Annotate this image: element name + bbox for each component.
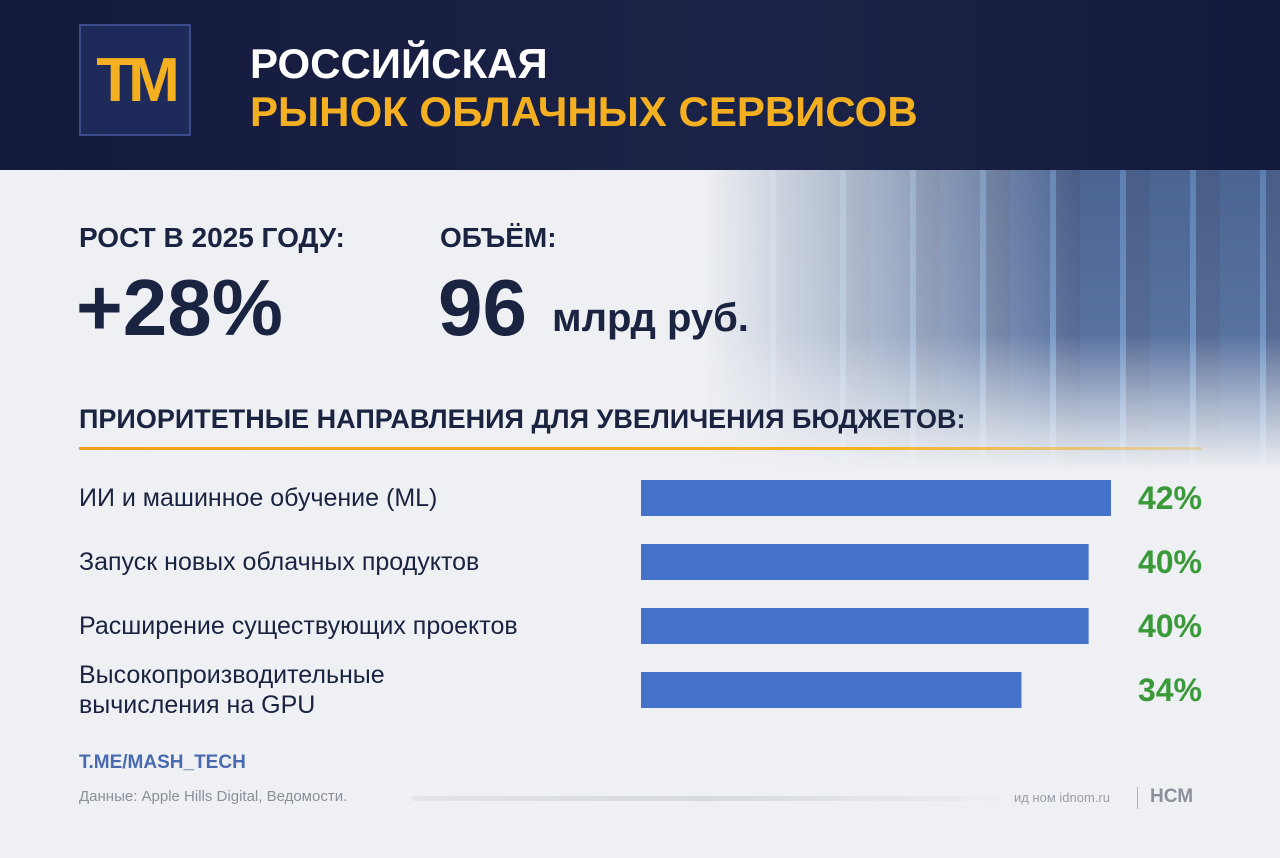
source: Данные: Apple Hills Digital, Ведомости. — [79, 788, 348, 805]
header: ТМ РОССИЙСКАЯ РЫНОК ОБЛАЧНЫХ СЕРВИСОВ — [0, 0, 1280, 170]
category-label: Запуск новых облачных продуктов — [79, 548, 480, 576]
chart-title: ПРИОРИТЕТНЫЕ НАПРАВЛЕНИЯ ДЛЯ УВЕЛИЧЕНИЯ … — [79, 404, 966, 434]
footer-line — [412, 796, 1002, 801]
divider — [79, 447, 1202, 450]
image-fade — [660, 170, 1080, 470]
category-label: ИИ и машинное обучение (ML) — [79, 484, 438, 512]
bar — [641, 480, 1111, 516]
separator — [1137, 787, 1138, 809]
title-line: РОССИЙСКАЯ — [250, 40, 548, 87]
stat-label: ОБЪЁМ: — [440, 222, 557, 253]
category-label: Расширение существующих проектов — [79, 612, 518, 640]
stat-value: +28% — [76, 263, 283, 352]
value-label: 40% — [1137, 543, 1202, 580]
link[interactable]: T.ME/MASH_TECH — [79, 752, 246, 773]
brand: НСМ — [1150, 786, 1194, 807]
value-label: 40% — [1137, 607, 1202, 644]
bar — [641, 544, 1089, 580]
title-line: РЫНОК ОБЛАЧНЫХ СЕРВИСОВ — [250, 88, 918, 135]
bar — [641, 608, 1089, 644]
category-label: Высокопроизводительные вычисления на GPU — [79, 661, 385, 719]
watermark: ид ном idnom.ru — [1014, 790, 1110, 805]
bar — [641, 672, 1022, 708]
stat-label: РОСТ В 2025 ГОДУ: — [79, 222, 345, 253]
stat-value: 96 — [438, 263, 527, 352]
stat-unit: млрд руб. — [552, 296, 749, 340]
value-label: 34% — [1137, 671, 1202, 708]
value-label: 42% — [1137, 479, 1202, 516]
logo: ТМ — [79, 24, 191, 136]
